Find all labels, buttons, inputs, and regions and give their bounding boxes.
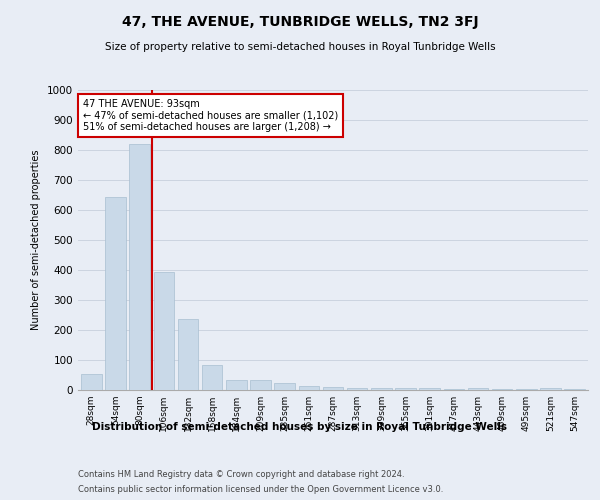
- Text: 47 THE AVENUE: 93sqm
← 47% of semi-detached houses are smaller (1,102)
51% of se: 47 THE AVENUE: 93sqm ← 47% of semi-detac…: [83, 99, 338, 132]
- Bar: [299, 386, 319, 390]
- Bar: [130, 144, 150, 390]
- Bar: [250, 380, 271, 390]
- Text: 47, THE AVENUE, TUNBRIDGE WELLS, TN2 3FJ: 47, THE AVENUE, TUNBRIDGE WELLS, TN2 3FJ: [122, 15, 478, 29]
- Bar: [81, 374, 101, 390]
- Bar: [540, 388, 561, 390]
- Text: Contains public sector information licensed under the Open Government Licence v3: Contains public sector information licen…: [78, 485, 443, 494]
- Bar: [419, 388, 440, 390]
- Bar: [178, 318, 198, 390]
- Bar: [323, 387, 343, 390]
- Bar: [347, 388, 367, 390]
- Text: Distribution of semi-detached houses by size in Royal Tunbridge Wells: Distribution of semi-detached houses by …: [92, 422, 508, 432]
- Bar: [395, 388, 416, 390]
- Bar: [154, 272, 174, 390]
- Y-axis label: Number of semi-detached properties: Number of semi-detached properties: [31, 150, 41, 330]
- Bar: [468, 388, 488, 390]
- Bar: [371, 388, 392, 390]
- Bar: [226, 380, 247, 390]
- Text: Contains HM Land Registry data © Crown copyright and database right 2024.: Contains HM Land Registry data © Crown c…: [78, 470, 404, 479]
- Bar: [105, 196, 126, 390]
- Bar: [202, 364, 223, 390]
- Bar: [274, 384, 295, 390]
- Text: Size of property relative to semi-detached houses in Royal Tunbridge Wells: Size of property relative to semi-detach…: [104, 42, 496, 52]
